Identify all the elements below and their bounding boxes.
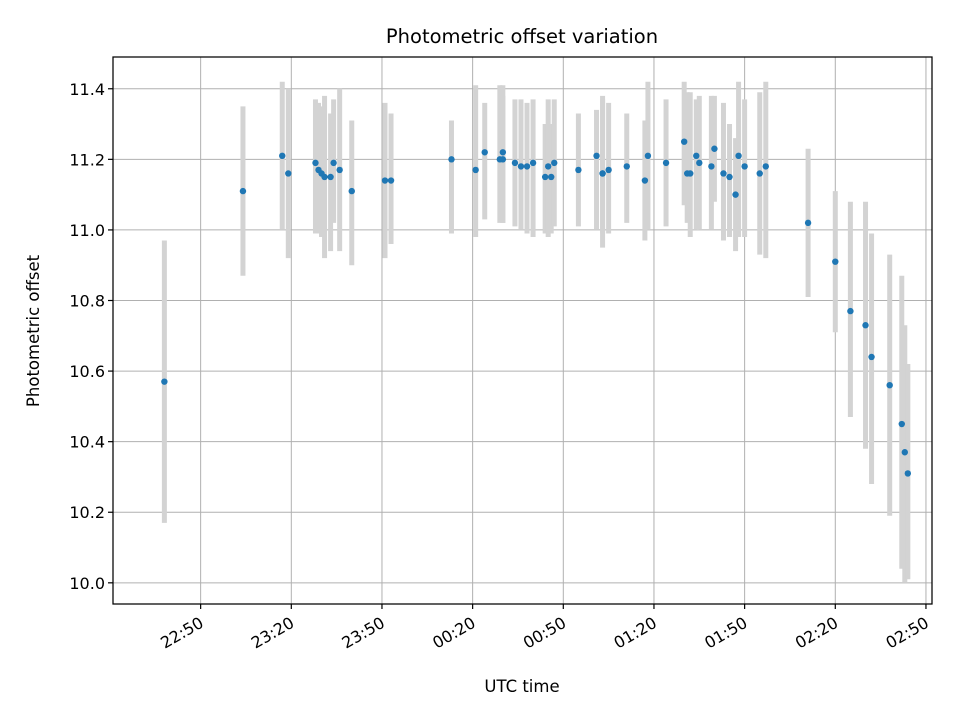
data-point — [641, 177, 649, 184]
data-point — [898, 420, 905, 428]
data-point — [904, 470, 912, 477]
data-point — [285, 170, 292, 177]
data-point — [735, 152, 742, 160]
data-point — [605, 166, 612, 174]
data-point — [693, 152, 700, 160]
data-point — [720, 170, 727, 177]
data-point — [321, 173, 328, 181]
data-point — [499, 149, 507, 156]
data-point — [330, 159, 337, 167]
data-point — [696, 159, 703, 167]
data-point — [544, 163, 552, 170]
data-point — [711, 145, 718, 152]
data-points — [161, 138, 912, 477]
data-point — [868, 353, 875, 361]
y-tick-label: 11.2 — [69, 150, 105, 169]
data-point — [548, 173, 555, 181]
data-point — [847, 307, 854, 315]
y-tick-label: 10.2 — [69, 503, 105, 522]
chart-title: Photometric offset variation — [386, 25, 658, 48]
data-point — [593, 152, 600, 160]
data-point — [680, 138, 688, 145]
data-point — [762, 163, 769, 170]
y-tick-label: 11.4 — [69, 80, 105, 99]
data-point — [239, 187, 247, 195]
data-point — [804, 219, 812, 227]
data-point — [336, 166, 343, 174]
data-point — [551, 159, 558, 167]
data-point — [511, 159, 519, 167]
data-point — [644, 152, 652, 160]
data-point — [886, 382, 893, 389]
data-point — [312, 159, 319, 167]
data-point — [599, 170, 606, 177]
data-point — [708, 163, 715, 170]
data-point — [499, 156, 507, 163]
data-point — [832, 258, 839, 265]
y-tick-label: 10.4 — [69, 433, 105, 452]
y-axis-label: Photometric offset — [24, 254, 43, 407]
data-point — [472, 166, 479, 174]
data-point — [623, 163, 630, 170]
data-point — [387, 177, 395, 184]
data-point — [726, 173, 733, 181]
data-point — [541, 173, 549, 181]
y-tick-label: 11.0 — [69, 221, 105, 240]
data-point — [517, 163, 525, 170]
data-point — [862, 322, 869, 329]
data-point — [732, 191, 739, 198]
data-point — [381, 177, 389, 184]
data-point — [523, 163, 531, 170]
data-point — [279, 152, 286, 160]
y-tick-label: 10.6 — [69, 362, 105, 381]
data-point — [741, 163, 748, 170]
data-point — [448, 156, 455, 163]
data-point — [348, 187, 355, 195]
data-point — [575, 166, 582, 174]
y-tick-label: 10.0 — [69, 574, 105, 593]
data-point — [662, 159, 670, 167]
data-point — [481, 149, 488, 156]
data-point — [901, 449, 909, 456]
plot-frame — [112, 56, 933, 605]
data-point — [756, 170, 763, 177]
data-point — [687, 170, 694, 177]
x-axis-label: UTC time — [484, 677, 559, 696]
y-tick-label: 10.8 — [69, 292, 105, 311]
data-point — [327, 173, 334, 181]
data-point — [529, 159, 537, 167]
grid — [113, 57, 932, 604]
data-point — [161, 378, 168, 385]
